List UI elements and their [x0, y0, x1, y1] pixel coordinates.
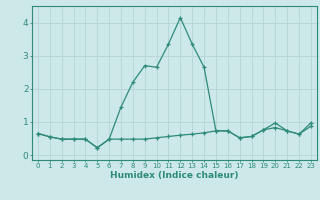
X-axis label: Humidex (Indice chaleur): Humidex (Indice chaleur) [110, 171, 239, 180]
